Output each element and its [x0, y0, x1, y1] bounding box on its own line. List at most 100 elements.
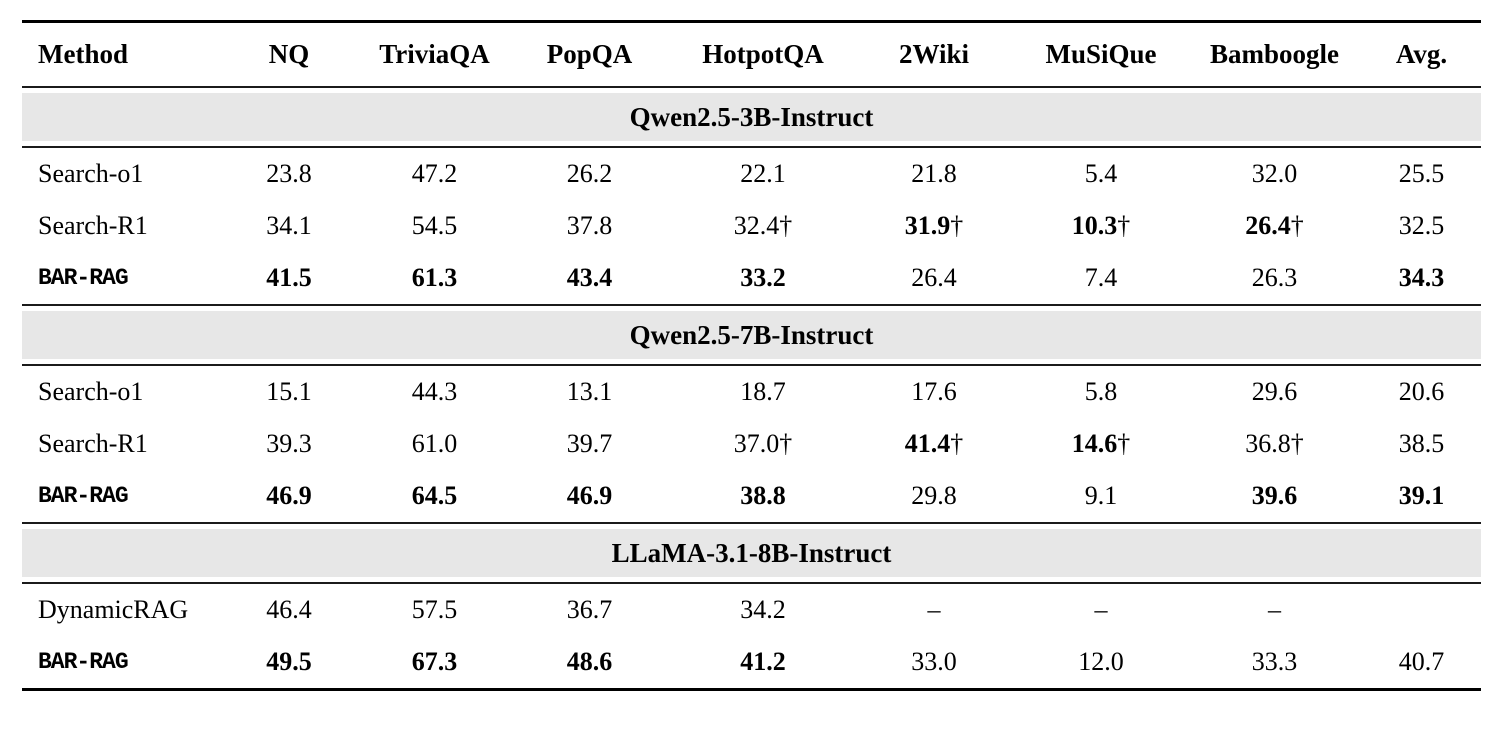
score-cell: 34.2	[673, 597, 853, 623]
column-header-nq: NQ	[268, 39, 310, 69]
score-cell: 26.4†	[1187, 213, 1362, 239]
score-value: 54.5	[411, 211, 458, 240]
method-cell: BAR-RAG	[38, 482, 129, 509]
score-value: 17.6	[911, 377, 957, 406]
score-value: 41.5	[266, 263, 312, 292]
section-band: Qwen2.5-3B-Instruct	[22, 93, 1481, 141]
column-header-method: Method	[38, 39, 128, 69]
score-cell: 33.2	[673, 265, 853, 291]
score-value: 26.3	[1251, 263, 1298, 292]
score-value: 37.0	[733, 429, 780, 458]
dagger-mark: †	[1117, 429, 1131, 458]
table-body: Qwen2.5-3B-Instruct Search-o1 23.8 47.2 26.2…	[22, 93, 1481, 688]
method-cell: BAR-RAG	[38, 648, 129, 675]
score-value: 33.3	[1251, 647, 1298, 676]
column-header-popqa: PopQA	[546, 39, 633, 69]
score-cell: 5.4	[1015, 161, 1187, 187]
column-header-2wiki: 2Wiki	[898, 39, 970, 69]
score-cell: 39.3	[215, 431, 363, 457]
section-title: Qwen2.5-3B-Instruct	[629, 101, 874, 132]
score-value: 22.1	[740, 159, 786, 188]
score-cell: 57.5	[363, 597, 506, 623]
score-cell: 20.6	[1362, 379, 1481, 405]
column-header-bamboogle: Bamboogle	[1209, 39, 1339, 69]
table-row: Search-R1 39.3 61.0 39.7 37.0† 41.4† 14.6† 36.8…	[22, 418, 1481, 470]
score-value: 5.4	[1084, 159, 1118, 188]
score-cell: 41.5	[215, 265, 363, 291]
score-cell: 37.8	[506, 213, 673, 239]
score-value: 34.1	[266, 211, 312, 240]
table-header-row: Method NQ TriviaQA PopQA HotpotQA 2Wiki …	[22, 23, 1481, 86]
method-cell: Search-R1	[38, 211, 148, 240]
section-rule	[22, 364, 1481, 366]
header-rule	[22, 86, 1481, 88]
score-value: 25.5	[1398, 159, 1445, 188]
score-value: 26.4	[1245, 211, 1291, 240]
score-cell: 54.5	[363, 213, 506, 239]
score-value: 67.3	[411, 647, 458, 676]
score-cell: 25.5	[1362, 161, 1481, 187]
score-cell: 21.8	[853, 161, 1015, 187]
score-value: 32.0	[1251, 159, 1298, 188]
score-value: 49.5	[266, 647, 312, 676]
method-cell: Search-o1	[38, 377, 144, 406]
score-value: 32.5	[1398, 211, 1445, 240]
score-cell: 61.0	[363, 431, 506, 457]
table-row: DynamicRAG 46.4 57.5 36.7 34.2 – – –	[22, 584, 1481, 636]
score-cell: 22.1	[673, 161, 853, 187]
score-value: 39.3	[266, 429, 312, 458]
score-cell: 46.9	[215, 483, 363, 509]
score-value: 9.1	[1084, 481, 1118, 510]
table-row: BAR-RAG 49.5 67.3 48.6 41.2 33.0 12.0 33.3 40.7	[22, 636, 1481, 688]
score-value: 43.4	[566, 263, 613, 292]
score-cell: 64.5	[363, 483, 506, 509]
dagger-mark: †	[779, 429, 793, 458]
table-row: Search-o1 23.8 47.2 26.2 22.1 21.8 5.4 32.0 25.5	[22, 148, 1481, 200]
score-cell: 61.3	[363, 265, 506, 291]
score-value: 29.6	[1251, 377, 1298, 406]
score-value: 40.7	[1398, 647, 1445, 676]
score-cell: 26.3	[1187, 265, 1362, 291]
score-cell: –	[1187, 597, 1362, 623]
section-rule	[22, 146, 1481, 148]
score-value: 57.5	[411, 595, 458, 624]
score-cell: 7.4	[1015, 265, 1187, 291]
method-cell: Search-o1	[38, 159, 144, 188]
score-cell: 44.3	[363, 379, 506, 405]
score-value: 46.9	[566, 481, 613, 510]
score-value: 37.8	[566, 211, 613, 240]
column-header-hotpotqa: HotpotQA	[702, 39, 824, 69]
score-cell: 39.7	[506, 431, 673, 457]
score-cell: 37.0†	[673, 431, 853, 457]
score-cell: 47.2	[363, 161, 506, 187]
score-value: 38.8	[740, 481, 786, 510]
score-cell: 48.6	[506, 649, 673, 675]
score-value: 26.4	[911, 263, 957, 292]
score-cell: 26.2	[506, 161, 673, 187]
score-value: 18.7	[740, 377, 786, 406]
score-value: 5.8	[1084, 377, 1118, 406]
column-header-musique: MuSiQue	[1045, 39, 1157, 69]
score-value: –	[927, 595, 941, 624]
score-cell: 13.1	[506, 379, 673, 405]
score-cell: 36.8†	[1187, 431, 1362, 457]
score-value: 12.0	[1078, 647, 1124, 676]
score-value: 34.2	[740, 595, 786, 624]
score-value: 61.0	[411, 429, 458, 458]
results-table: Method NQ TriviaQA PopQA HotpotQA 2Wiki …	[22, 20, 1481, 691]
score-cell: 33.0	[853, 649, 1015, 675]
score-cell: 39.6	[1187, 483, 1362, 509]
score-cell: 26.4	[853, 265, 1015, 291]
score-value: 34.3	[1398, 263, 1445, 292]
score-cell: 32.4†	[673, 213, 853, 239]
dagger-mark: †	[779, 211, 793, 240]
score-cell: 38.5	[1362, 431, 1481, 457]
dagger-mark: †	[1117, 211, 1131, 240]
method-cell: BAR-RAG	[38, 264, 129, 291]
score-value: –	[1268, 595, 1281, 624]
score-value: 39.6	[1251, 481, 1298, 510]
table-row: Search-o1 15.1 44.3 13.1 18.7 17.6 5.8 29.6 20.6	[22, 366, 1481, 418]
score-value: 47.2	[411, 159, 458, 188]
score-value: 41.4	[904, 429, 951, 458]
column-header-triviaqa: TriviaQA	[379, 39, 490, 69]
